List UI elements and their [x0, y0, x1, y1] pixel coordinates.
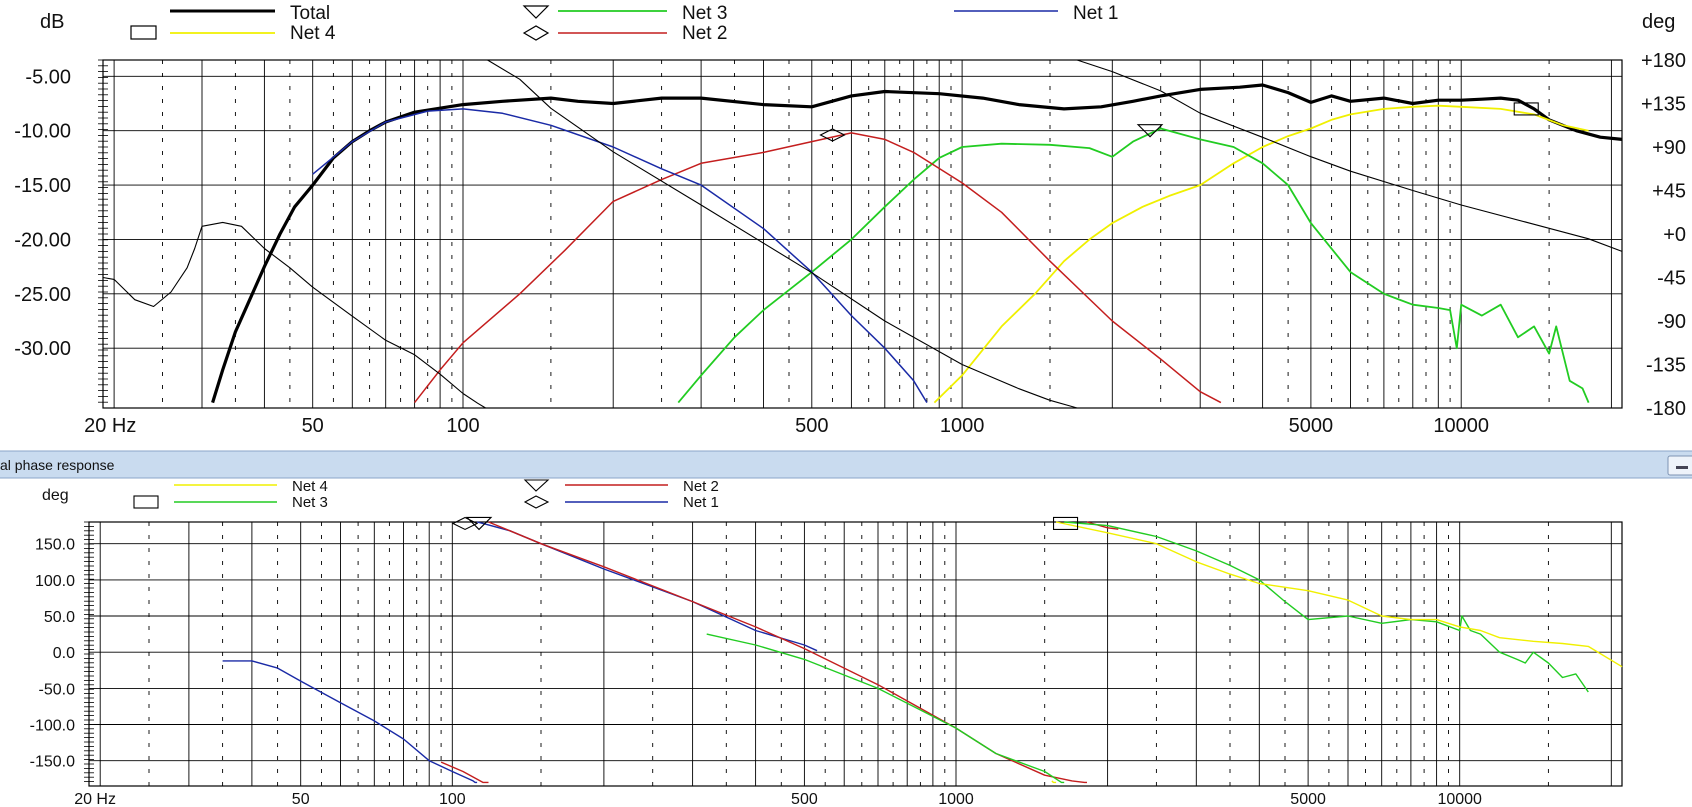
- magnitude-y-ticks: -5.00 -10.00 -15.00 -20.00 -25.00 -30.00: [14, 66, 71, 360]
- magnitude-plot-area: [102, 59, 1623, 409]
- phase-y2-tick-label: +90: [1652, 137, 1686, 159]
- phase-y2-tick-label: -180: [1646, 398, 1686, 420]
- phase-y2-tick-label: +0: [1663, 224, 1686, 246]
- phase-series-total-phase: [487, 59, 1078, 409]
- phase-x-tick-label: 1000: [938, 791, 974, 807]
- legend2-square-marker: [133, 495, 159, 509]
- magnitude-series: [102, 59, 1623, 409]
- mag-y-tick-label: -15.00: [14, 175, 71, 197]
- mag-x-tick-label: 1000: [940, 415, 985, 437]
- y-axis-label-deg: deg: [1642, 11, 1675, 33]
- phase-y2-tick-label: -45: [1657, 268, 1686, 290]
- mag-y-tick-label: -30.00: [14, 338, 71, 360]
- mag-series-net-3: [677, 127, 1590, 404]
- legend2-net1-label: Net 1: [683, 494, 719, 511]
- mag-y-tick-label: -25.00: [14, 284, 71, 306]
- phase-y-tick-label: -150.0: [30, 754, 75, 771]
- mag-series-net-1: [312, 108, 928, 403]
- phase-series-net-2: [488, 521, 1087, 784]
- phase-marker-triangle-down: [465, 516, 493, 531]
- phase-y-axis-label: deg: [42, 487, 69, 504]
- phase-x-ticks: 20 Hz 50 100 500 1000 5000 10000: [74, 791, 1482, 807]
- mag-x-tick-label: 10000: [1433, 415, 1489, 437]
- phase-x-tick-label: 500: [791, 791, 818, 807]
- phase-series-net-3: [706, 633, 1065, 784]
- phase-series-net-1: [222, 660, 478, 784]
- mag-x-tick-label: 50: [302, 415, 324, 437]
- phase-series-net-3: [1064, 521, 1589, 693]
- mag-marker-diamond: [819, 128, 846, 142]
- legend-net3-label: Net 3: [682, 3, 727, 24]
- mag-x-tick-label: 500: [795, 415, 828, 437]
- legend-diamond-marker: [522, 25, 550, 41]
- mag-marker-triangle-down: [1136, 124, 1164, 138]
- phase-marker-diamond: [451, 516, 479, 531]
- phase-y-tick-label: 0.0: [53, 645, 75, 662]
- legend-total-label: Total: [290, 3, 330, 24]
- phase-plot-area: [88, 521, 1623, 787]
- phase-y2-tick-label: +135: [1641, 94, 1686, 116]
- phase-series-net-4: [1055, 521, 1623, 668]
- magnitude-panel: -5.00 -10.00 -15.00 -20.00 -25.00 -30.00 +180…: [14, 3, 1686, 437]
- phase-series-net-2: [440, 761, 489, 784]
- phase-series-net-1: [476, 521, 818, 652]
- magnitude-grid: [98, 59, 1622, 408]
- phase-x-tick-label: 5000: [1290, 791, 1326, 807]
- legend-net2-label: Net 2: [682, 23, 727, 44]
- minimize-icon: [1676, 466, 1688, 469]
- titlebar-background: [0, 451, 1692, 478]
- y-axis-label-db: dB: [40, 11, 64, 33]
- phase-window-titlebar[interactable]: al phase response: [0, 450, 1692, 479]
- phase-y-tick-label: 100.0: [35, 573, 75, 590]
- phase-panel: 150.0 100.0 50.0 0.0 -50.0 -100.0 -150.0 20 Hz…: [30, 478, 1623, 807]
- legend2-net2-label: Net 2: [683, 478, 719, 495]
- mag-y-tick-label: -20.00: [14, 229, 71, 251]
- mag-x-tick-label: 100: [446, 415, 479, 437]
- phase-series-total-phase: [1076, 59, 1623, 252]
- phase-x-tick-label: 50: [292, 791, 310, 807]
- phase-y2-ticks: +180 +135 +90 +45 +0 -45 -90 -135 -180: [1641, 50, 1686, 420]
- mag-series-net-4: [933, 104, 1589, 404]
- phase-y2-tick-label: -135: [1646, 355, 1686, 377]
- phase-series-total-phase: [102, 221, 488, 409]
- phase-y-tick-label: 50.0: [44, 609, 75, 626]
- magnitude-legend: Total Net 4 Net 3 Net 2 Net 1: [130, 3, 1118, 44]
- phase-x-tick-label: 100: [439, 791, 466, 807]
- legend2-net4-label: Net 4: [292, 478, 328, 495]
- mag-y-tick-label: -5.00: [25, 66, 71, 88]
- legend-net4-label: Net 4: [290, 23, 336, 44]
- phase-y2-tick-label: +180: [1641, 50, 1686, 72]
- legend-triangle-marker: [522, 5, 550, 19]
- phase-y-tick-label: -50.0: [39, 681, 76, 698]
- minimize-button[interactable]: [1667, 455, 1692, 476]
- magnitude-x-ticks: 20 Hz 50 100 500 1000 5000 10000: [84, 415, 1489, 437]
- phase-window-title: al phase response: [0, 457, 115, 473]
- phase-y2-tick-label: +45: [1652, 181, 1686, 203]
- phase-series-net-4: [1051, 780, 1057, 784]
- phase-grid: [84, 521, 1622, 786]
- minimize-button-frame[interactable]: [1667, 455, 1692, 476]
- mag-x-tick-label: 20 Hz: [84, 415, 136, 437]
- legend2-net3-label: Net 3: [292, 494, 328, 511]
- legend2-diamond-marker: [523, 495, 550, 509]
- phase-x-tick-label: 20 Hz: [74, 791, 116, 807]
- phase-y2-tick-label: -90: [1657, 311, 1686, 333]
- phase-y-tick-label: 150.0: [35, 537, 75, 554]
- legend-square-marker: [130, 25, 157, 40]
- phase-marker-square: [1052, 516, 1079, 530]
- phase-legend: Net 4 Net 3 Net 2 Net 1: [133, 478, 719, 511]
- mag-y-tick-label: -10.00: [14, 121, 71, 143]
- phase-y-ticks: 150.0 100.0 50.0 0.0 -50.0 -100.0 -150.0: [30, 537, 75, 771]
- mag-series-net-2: [414, 132, 1222, 404]
- phase-x-tick-label: 10000: [1437, 791, 1482, 807]
- phase-series: [222, 521, 1623, 784]
- phase-y-tick-label: -100.0: [30, 718, 75, 735]
- legend-net1-label: Net 1: [1073, 3, 1118, 24]
- magnitude-markers: [819, 102, 1539, 142]
- phase-markers: [451, 516, 1079, 531]
- mag-marker-square: [1513, 102, 1539, 116]
- legend2-triangle-marker: [523, 479, 550, 492]
- mag-x-tick-label: 5000: [1289, 415, 1334, 437]
